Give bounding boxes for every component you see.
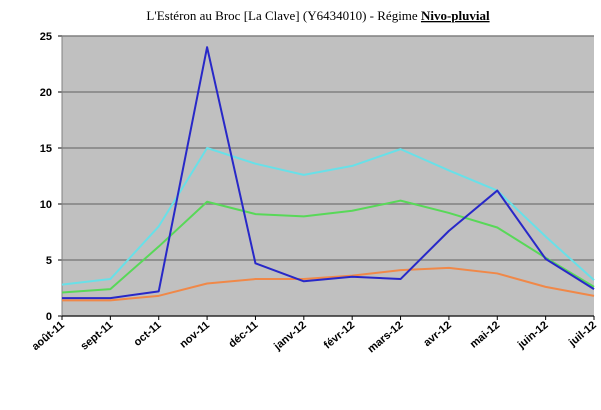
x-tick-label: févr-12: [322, 319, 357, 351]
y-tick-label: 15: [40, 143, 52, 155]
x-tick-label: juil-12: [566, 319, 599, 349]
x-tick-label: déc-11: [226, 319, 260, 350]
plot-area: [62, 36, 594, 316]
y-tick-label: 5: [46, 255, 52, 267]
y-tick-label: 25: [40, 31, 52, 43]
series-line: [62, 46, 595, 300]
title-emphasis: Nivo-pluvial: [421, 8, 490, 23]
title-text: L'Estéron au Broc [La Clave] (Y6434010) …: [146, 8, 418, 23]
x-tick-label: oct-11: [132, 319, 164, 349]
y-tick-label: 20: [40, 87, 52, 99]
x-tick-label: nov-11: [178, 319, 212, 351]
y-tick-label: 0: [46, 311, 52, 323]
series-line: [61, 147, 595, 286]
x-tick-label: sept-11: [79, 319, 116, 353]
x-tick-label: mai-12: [468, 319, 502, 351]
x-tick-label: mars-12: [365, 319, 405, 355]
series-line: [61, 199, 595, 294]
x-tick-label: août-11: [30, 319, 67, 353]
series-line: [62, 266, 595, 302]
chart-title: L'Estéron au Broc [La Clave] (Y6434010) …: [146, 8, 490, 23]
x-tick-label: juin-12: [515, 319, 551, 352]
y-tick-label: 10: [40, 199, 52, 211]
x-tick-label: janv-12: [271, 319, 309, 353]
x-tick-label: avr-12: [421, 319, 454, 349]
